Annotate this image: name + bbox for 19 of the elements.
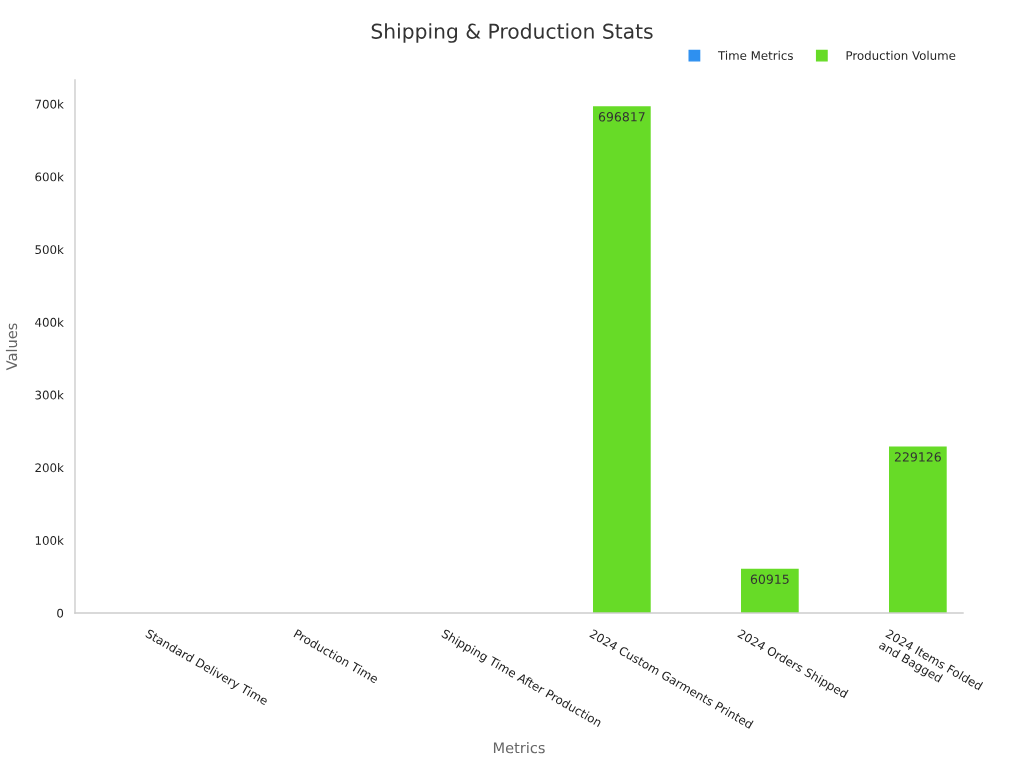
y-tick-label: 0 — [57, 608, 64, 618]
bar — [889, 446, 947, 613]
y-tick-label: 500k — [35, 244, 64, 255]
chart-title: Shipping & Production Stats — [371, 23, 653, 43]
y-axis-title: Values — [5, 323, 18, 371]
y-tick-label: 400k — [35, 317, 64, 327]
y-tick-label: 600k — [35, 172, 64, 182]
y-tick-label: 100k — [35, 535, 64, 545]
legend-label: Time Metrics — [717, 50, 793, 60]
bar — [741, 568, 799, 613]
bar — [593, 106, 651, 613]
y-tick-label: 300k — [35, 390, 64, 400]
y-tick-label: 700k — [35, 99, 64, 109]
data-label: 60915 — [750, 574, 789, 584]
x-axis-title: Metrics — [493, 742, 545, 754]
legend-label: Production Volume — [846, 50, 956, 60]
data-label: 696817 — [598, 112, 645, 122]
data-label: 229126 — [894, 452, 941, 462]
y-tick-label: 200k — [35, 463, 64, 473]
